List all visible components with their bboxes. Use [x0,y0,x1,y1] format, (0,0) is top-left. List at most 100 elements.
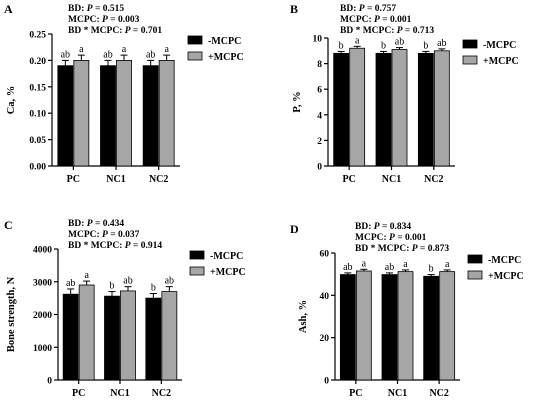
stat-p-value: = 0.914 [131,241,163,251]
bar-plus-mcpc [120,290,136,381]
x-tick-label: NC1 [382,174,401,185]
y-axis-label: Ca, % [6,86,17,115]
stat-p-symbol: P [359,4,365,14]
significance-letter: a [403,259,408,270]
y-axis-label: Ash, % [298,300,309,333]
stat-label: BD * MCPC: [68,241,125,251]
legend-swatch [467,254,483,264]
stat-line: MCPC: P = 0.003 [68,15,140,25]
stat-line: BD * MCPC: P = 0.914 [68,241,162,251]
x-tick-label: PC [349,388,362,399]
significance-letter: a [362,258,367,269]
stat-p-symbol: P [125,26,131,36]
y-axis-label: Bone strength, N [6,276,17,352]
bar-plus-mcpc [161,291,178,381]
stat-label: MCPC: [355,233,389,243]
y-tick-label: 8 [317,60,322,70]
bar-minus-mcpc [381,274,398,381]
y-tick-label: 0.05 [29,136,46,146]
stat-p-symbol: P [412,244,418,254]
y-tick-label: 10 [313,35,323,45]
stat-p-value: = 0.515 [93,4,125,14]
stat-p-symbol: P [87,4,93,14]
stat-label: BD * MCPC: [355,244,412,254]
y-tick-label: 60 [320,250,330,260]
stat-label: MCPC: [340,15,374,25]
significance-letter: b [423,40,428,51]
significance-letter: ab [123,276,132,287]
stat-label: BD * MCPC: [340,26,397,36]
legend-swatch [187,35,203,45]
stat-label: BD: [68,4,87,14]
y-tick-label: 0.20 [29,57,46,67]
y-tick-label: 4000 [33,246,52,256]
significance-letter: a [164,44,169,55]
y-tick-label: 6 [317,86,322,96]
bar-minus-mcpc [62,293,79,381]
panel-letter: C [4,218,13,232]
y-tick-label: 20 [320,334,330,344]
stat-p-symbol: P [389,233,395,243]
significance-letter: a [122,44,127,55]
significance-letter: a [355,35,360,46]
significance-letter: ab [66,278,75,289]
stat-line: MCPC: P = 0.037 [68,230,140,240]
bar-plus-mcpc [355,270,372,381]
significance-letter: b [339,40,344,51]
bar-minus-mcpc [333,52,350,167]
bar-minus-mcpc [145,297,162,381]
y-tick-label: 0.25 [29,31,46,41]
bar-plus-mcpc [391,49,408,167]
stat-line: BD * MCPC: P = 0.713 [340,26,434,36]
bar-minus-mcpc [100,65,116,167]
significance-letter: ab [146,49,155,60]
bar-plus-mcpc [439,271,456,381]
bar-minus-mcpc [423,275,440,381]
stat-line: BD: P = 0.515 [68,4,124,14]
significance-letter: b [151,283,156,294]
x-tick-label: NC2 [424,174,443,185]
x-tick-label: PC [67,174,80,185]
stat-p-value: = 0.037 [108,230,140,240]
stat-label: BD: [355,222,374,232]
y-tick-label: 0.10 [29,110,46,120]
significance-letter: b [110,281,115,292]
significance-letter: ab [61,49,70,60]
stat-p-value: = 0.713 [403,26,435,36]
x-tick-label: PC [72,388,85,399]
y-axis-label: P, % [292,91,303,112]
stat-label: MCPC: [68,230,102,240]
stat-p-symbol: P [125,241,131,251]
bar-minus-mcpc [104,295,120,381]
bar-minus-mcpc [339,274,356,381]
stat-p-symbol: P [87,219,93,229]
y-tick-label: 0 [324,377,329,387]
stat-p-value: = 0.001 [395,233,427,243]
x-tick-label: NC1 [110,388,129,399]
y-tick-label: 2000 [33,311,52,321]
legend-label: -MCPC [208,36,241,47]
significance-letter: ab [385,262,394,273]
x-tick-label: NC2 [152,388,171,399]
significance-letter: a [445,259,450,270]
significance-letter: ab [165,276,174,287]
significance-letter: b [429,264,434,275]
y-tick-label: 40 [320,292,330,302]
legend-label: +MCPC [483,56,519,67]
legend-label: -MCPC [488,255,521,266]
stat-label: MCPC: [68,15,102,25]
bar-plus-mcpc [73,60,90,167]
stat-label: BD: [340,4,359,14]
bar-minus-mcpc [417,52,434,167]
legend-swatch [467,270,483,280]
legend-label: +MCPC [208,52,244,63]
significance-letter: ab [395,37,404,48]
bar-plus-mcpc [349,47,366,167]
stat-p-value: = 0.873 [418,244,450,254]
bar-plus-mcpc [78,284,95,381]
stat-p-symbol: P [102,230,108,240]
stat-line: BD: P = 0.834 [355,222,411,232]
